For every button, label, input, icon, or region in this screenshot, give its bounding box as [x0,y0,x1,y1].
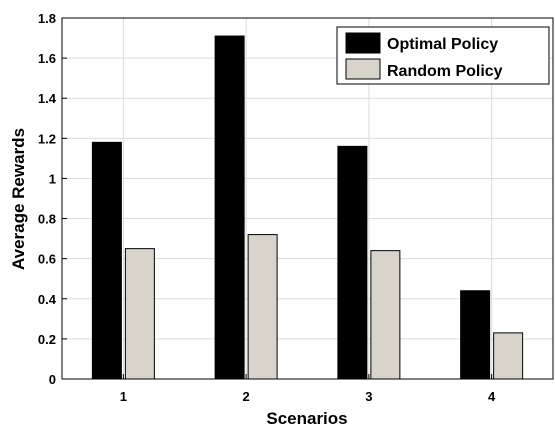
y-tick-label: 0.8 [38,212,56,227]
bar-optimal-2 [214,35,245,380]
y-tick-label: 1.8 [38,11,56,26]
y-tick-label: 1.4 [38,91,57,106]
y-tick-label: 0.2 [38,332,56,347]
y-tick-label: 0.6 [38,252,56,267]
y-tick-label: 1.6 [38,51,56,66]
bar-random-2 [247,234,278,380]
bar-random-4 [493,332,524,380]
x-tick-label: 3 [365,389,372,404]
x-tick-label: 1 [120,389,127,404]
bar-optimal-3 [337,145,368,380]
y-tick-label: 1 [49,171,56,186]
legend-label-optimal: Optimal Policy [387,36,498,53]
x-axis-ticks: 1 2 3 4 [120,374,496,404]
y-tick-label: 0 [49,372,56,387]
legend: Optimal Policy Random Policy [336,26,550,85]
x-tick-label: 2 [243,389,250,404]
legend-swatch-optimal [345,32,381,54]
grid [62,17,553,380]
y-axis-title: Average Rewards [9,128,28,270]
x-tick-label: 4 [488,389,496,404]
bar-random-1 [124,248,155,380]
bar-random-3 [370,250,401,380]
bar-optimal-4 [460,290,491,380]
x-axis-title: Scenarios [266,409,347,428]
y-axis-ticks: 0 0.2 0.4 0.6 0.8 1 1.2 1.4 1.6 1.8 [38,11,67,387]
y-tick-label: 1.2 [38,131,56,146]
bar-optimal-1 [91,141,122,380]
legend-label-random: Random Policy [387,63,503,80]
legend-swatch-random [345,58,381,80]
bars [91,35,524,380]
plot-frame [61,17,554,380]
y-tick-label: 0.4 [38,292,57,307]
